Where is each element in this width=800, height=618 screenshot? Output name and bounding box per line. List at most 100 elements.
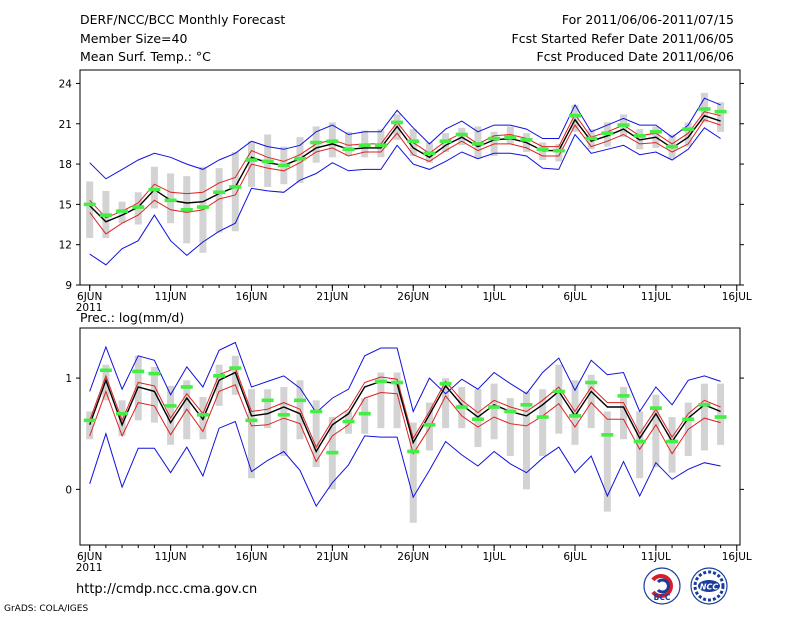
prec-median-mark xyxy=(245,418,258,423)
prec-spread-box xyxy=(231,355,239,395)
prec-median-mark xyxy=(649,406,662,410)
prec-xtick-label: 26JUN xyxy=(397,551,429,563)
temp-median-mark xyxy=(488,136,501,141)
forecast-period: For 2011/06/06-2011/07/15 xyxy=(561,12,734,27)
prec-spread-box xyxy=(539,389,547,456)
temp-xtick-label: 1JUL xyxy=(482,291,505,303)
prec-spread-box xyxy=(377,372,385,429)
prec-ytick-label: 0 xyxy=(65,484,72,496)
temp-median-mark xyxy=(520,138,533,142)
prec-spread-box xyxy=(636,411,644,479)
temp-median-mark xyxy=(196,205,209,209)
prec-median-mark xyxy=(569,414,581,418)
prec-spread-box xyxy=(555,364,563,434)
prec-spread-box xyxy=(150,366,158,423)
prec-spread-box xyxy=(247,389,255,479)
prec-median-mark xyxy=(714,415,727,419)
temp-xtick-label: 21JUN xyxy=(316,291,348,303)
temp-spread-box xyxy=(86,181,94,238)
temp-ytick-label: 9 xyxy=(65,280,72,292)
temp-median-mark xyxy=(471,142,484,146)
temp-median-mark xyxy=(294,156,306,161)
prec-frame xyxy=(79,327,741,546)
prec-spread-box xyxy=(506,398,514,456)
prec-xtick-label: 1JUL xyxy=(482,551,505,563)
temp-spread-box xyxy=(717,102,725,132)
source-url[interactable]: http://cmdp.ncc.cma.gov.cn xyxy=(76,582,258,597)
temp-lower-line xyxy=(89,127,721,266)
prec-inner-lower-line xyxy=(89,384,721,463)
prec-xtick-label: 11JUN xyxy=(155,551,187,563)
prec-spread-box xyxy=(571,380,579,445)
temp-median-mark xyxy=(536,147,549,152)
temp-median-mark xyxy=(180,207,193,212)
temp-median-mark xyxy=(407,139,420,144)
temp-xtick-label: 11JUN xyxy=(155,291,187,303)
temp-ytick-label: 15 xyxy=(59,199,72,211)
chart-title: DERF/NCC/BCC Monthly Forecast xyxy=(80,12,286,27)
prec-spread-box xyxy=(361,398,369,434)
temp-median-mark xyxy=(261,159,274,164)
prec-spread-box xyxy=(490,383,498,440)
temp-xtick-label: 6JUN xyxy=(77,291,102,303)
prec-xtick-label: 11JUL xyxy=(641,551,671,563)
prec-median-mark xyxy=(423,423,436,427)
temp-median-mark xyxy=(358,143,371,148)
temp-spread-box xyxy=(215,168,223,233)
temp-median-mark xyxy=(342,147,355,152)
temp-median-mark xyxy=(99,213,112,217)
prec-inner-upper-line xyxy=(89,367,721,449)
temp-year-label: 2011 xyxy=(76,302,103,314)
prec-median-mark xyxy=(633,439,646,444)
prec-median-mark xyxy=(585,380,598,385)
temp-median-mark xyxy=(229,185,242,189)
prec-median-mark xyxy=(520,402,533,407)
prec-median-mark xyxy=(148,371,161,376)
temp-median-mark xyxy=(649,130,662,134)
prec-median-mark xyxy=(342,419,355,424)
temp-xtick-label: 6JUL xyxy=(563,291,586,303)
temp-median-mark xyxy=(601,131,614,135)
temp-median-mark xyxy=(666,144,679,149)
prec-median-mark xyxy=(391,380,404,385)
prec-median-mark xyxy=(196,413,209,417)
prec-spread-box xyxy=(587,374,595,429)
prec-spread-box xyxy=(442,378,450,429)
temp-median-mark xyxy=(148,187,161,192)
prec-xtick-label: 21JUN xyxy=(316,551,348,563)
prec-median-mark xyxy=(536,415,549,419)
prec-median-mark xyxy=(277,413,290,417)
member-size: Member Size=40 xyxy=(80,31,188,46)
prec-lower-line xyxy=(89,420,721,508)
prec-median-mark xyxy=(358,411,371,416)
prec-median-mark xyxy=(180,385,193,389)
prec-median-mark xyxy=(99,368,112,373)
prec-spread-box xyxy=(393,372,401,429)
refer-date: Fcst Started Refer Date 2011/06/05 xyxy=(511,31,735,46)
temp-frame xyxy=(79,69,741,286)
prec-upper-line xyxy=(89,341,721,414)
prec-median-mark xyxy=(326,450,339,455)
temp-spread-box xyxy=(506,126,514,144)
temp-mean-line xyxy=(89,114,721,223)
prec-median-mark xyxy=(374,379,387,384)
bcc-logo: BCC xyxy=(643,567,681,605)
prec-median-mark xyxy=(407,449,420,454)
temp-spread-box xyxy=(555,143,563,162)
prec-spread-box xyxy=(86,411,94,440)
temp-median-mark xyxy=(245,158,258,162)
prec-year-label: 2011 xyxy=(76,562,103,574)
prec-median-mark xyxy=(116,411,129,416)
temp-xtick-label: 26JUN xyxy=(397,291,429,303)
prec-median-mark xyxy=(294,398,306,403)
temp-median-mark xyxy=(569,113,581,118)
prec-spread-box xyxy=(118,400,126,436)
temp-median-mark xyxy=(585,136,598,141)
prec-median-mark xyxy=(455,405,468,409)
temp-median-mark xyxy=(698,107,711,111)
produced-date: Fcst Produced Date 2011/06/06 xyxy=(536,49,734,64)
temp-median-mark xyxy=(213,190,226,195)
